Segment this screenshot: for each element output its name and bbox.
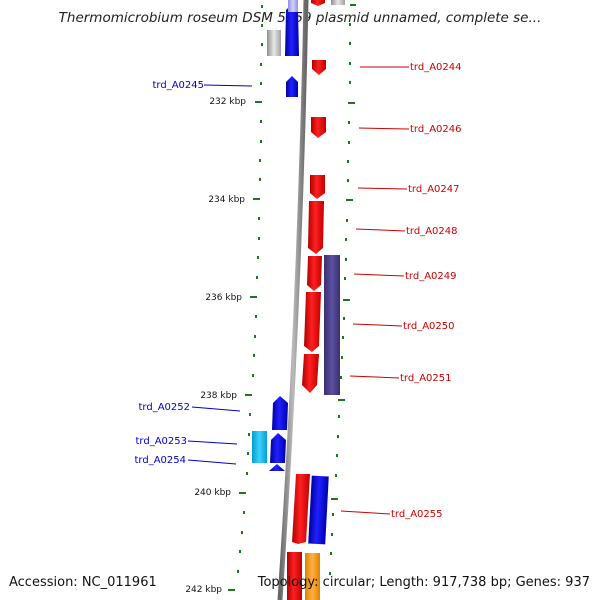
- gene-label-trd-a0247[interactable]: trd_A0247: [408, 184, 460, 195]
- reverse-leader-lines: [187, 84, 253, 465]
- gene-feature-blue-small[interactable]: [269, 464, 285, 471]
- gene-feature-trd-a0255[interactable]: [308, 475, 329, 545]
- gene-feature-trd-a0253[interactable]: [252, 431, 267, 463]
- accession-text: Accession: NC_011961: [9, 575, 157, 590]
- gene-label-trd-a0245[interactable]: trd_A0245: [153, 80, 205, 91]
- gene-label-trd-a0250[interactable]: trd_A0250: [403, 321, 455, 332]
- plasmid-backbone: [277, 0, 309, 600]
- map-title: Thermomicrobium roseum DSM 5159 plasmid …: [58, 10, 542, 26]
- gene-label-trd-a0246[interactable]: trd_A0246: [410, 124, 462, 135]
- scale-label-236: 236 kbp: [205, 293, 242, 303]
- scale-label-232: 232 kbp: [209, 97, 246, 107]
- gene-label-trd-a0251[interactable]: trd_A0251: [400, 373, 452, 384]
- scale-label-240: 240 kbp: [194, 488, 231, 498]
- gene-label-trd-a0252[interactable]: trd_A0252: [139, 402, 191, 413]
- gene-feature-trd-a0244[interactable]: [312, 60, 326, 75]
- inner-tick-marks: [228, 5, 263, 591]
- gene-label-trd-a0253[interactable]: trd_A0253: [136, 436, 188, 447]
- outer-tick-marks: [329, 4, 356, 575]
- gene-feature-trd-a0245[interactable]: [286, 76, 298, 97]
- gene-feature-red-b[interactable]: [292, 474, 310, 544]
- gene-feature-gray-top[interactable]: [267, 30, 281, 56]
- gene-feature-trd-a0251[interactable]: [302, 354, 319, 393]
- scale-label-242: 242 kbp: [185, 585, 222, 595]
- gene-feature-red-bottom[interactable]: [287, 552, 302, 600]
- gene-feature-trd-a0248[interactable]: [308, 201, 324, 254]
- gene-feature-trd-a0249[interactable]: [324, 255, 340, 395]
- gene-feature-red-a[interactable]: [307, 256, 322, 291]
- gene-feature-trd-a0250[interactable]: [304, 292, 321, 352]
- gene-feature-trd-a0254[interactable]: [270, 433, 286, 463]
- gene-label-trd-a0249[interactable]: trd_A0249: [405, 271, 457, 282]
- gene-feature-trd-a0246[interactable]: [311, 117, 326, 138]
- gene-feature-lavender-top[interactable]: [288, 0, 298, 12]
- gene-label-trd-a0248[interactable]: trd_A0248: [406, 226, 458, 237]
- gene-feature-trd-a0252[interactable]: [272, 396, 288, 430]
- scale-label-234: 234 kbp: [208, 195, 245, 205]
- topology-text: Topology: circular; Length: 917,738 bp; …: [257, 575, 590, 590]
- gene-label-trd-a0244[interactable]: trd_A0244: [410, 62, 462, 73]
- gene-feature-blue-top[interactable]: [285, 4, 299, 56]
- scale-label-238: 238 kbp: [200, 391, 237, 401]
- gene-feature-trd-a0247[interactable]: [310, 175, 325, 199]
- gene-label-trd-a0255[interactable]: trd_A0255: [391, 509, 443, 520]
- gene-label-trd-a0254[interactable]: trd_A0254: [135, 455, 187, 466]
- gene-feature-red-top[interactable]: [311, 0, 325, 6]
- forward-leader-lines: [340, 66, 410, 515]
- gene-feature-gray-top-right[interactable]: [331, 0, 345, 5]
- gene-feature-orange-bottom[interactable]: [305, 553, 320, 600]
